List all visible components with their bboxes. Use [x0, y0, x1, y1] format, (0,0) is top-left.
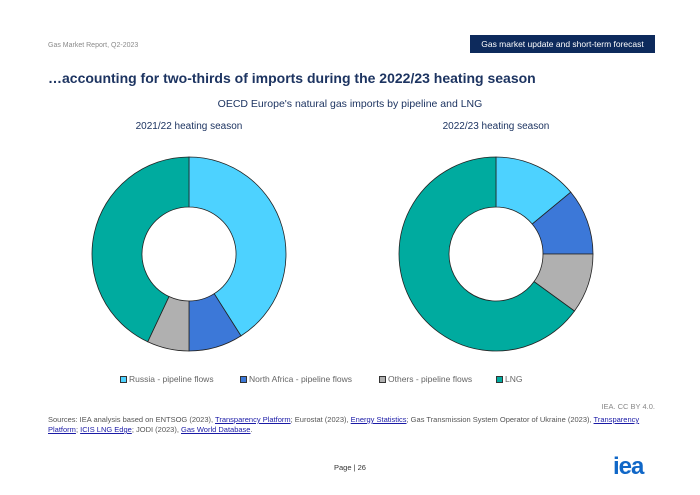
sources-text: ; JODI (2023),: [131, 425, 181, 434]
donut-slice-lng: [398, 156, 576, 352]
page-number: Page | 26: [334, 463, 366, 472]
link-transparency-platform-ukraine[interactable]: Transparency Platform: [48, 415, 640, 434]
link-gas-world-database[interactable]: Gas World Database: [181, 425, 251, 434]
legend-item-lng: LNG: [496, 374, 522, 384]
chart-title: OECD Europe's natural gas imports by pip…: [217, 98, 483, 110]
iea-logo: iea: [613, 453, 644, 480]
link-icis-lng-edge[interactable]: ICIS LNG Edge: [80, 425, 132, 434]
report-name: Gas Market Report, Q2-2023: [48, 42, 139, 49]
sources-text: ;: [75, 425, 81, 434]
legend-label: Russia - pipeline flows: [129, 374, 214, 384]
donut-slice-lng: [91, 156, 190, 343]
sources-note: Sources: IEA analysis based on ENTSOG (2…: [48, 415, 653, 435]
page-headline: …accounting for two-thirds of imports du…: [48, 70, 536, 86]
link-transparency-platform[interactable]: Transparency Platform: [215, 415, 291, 424]
legend-swatch: [120, 375, 127, 383]
legend-item-russia: Russia - pipeline flows: [120, 374, 214, 384]
sources-text: ; Eurostat (2023),: [290, 415, 351, 424]
legend-label: Others - pipeline flows: [388, 374, 473, 384]
donut-slice-russia-pipeline-flows: [188, 156, 287, 337]
section-banner: Gas market update and short-term forecas…: [470, 35, 655, 53]
chart-subtitle-2021-22: 2021/22 heating season: [135, 121, 243, 132]
legend-swatch: [240, 375, 247, 383]
link-energy-statistics[interactable]: Energy Statistics: [350, 415, 407, 424]
sources-text: Sources: IEA analysis based on ENTSOG (2…: [48, 415, 216, 424]
legend-label: North Africa - pipeline flows: [249, 374, 352, 384]
legend-swatch: [496, 375, 503, 383]
legend-item-north-africa: North Africa - pipeline flows: [240, 374, 352, 384]
sources-text: .: [250, 425, 253, 434]
sources-text: ; Gas Transmission System Operator of Uk…: [406, 415, 594, 424]
license-credit: IEA. CC BY 4.0.: [601, 402, 655, 411]
chart-subtitle-2022-23: 2022/23 heating season: [442, 121, 550, 132]
legend-swatch: [379, 375, 386, 383]
legend-label: LNG: [505, 374, 523, 384]
legend-item-others: Others - pipeline flows: [379, 374, 472, 384]
